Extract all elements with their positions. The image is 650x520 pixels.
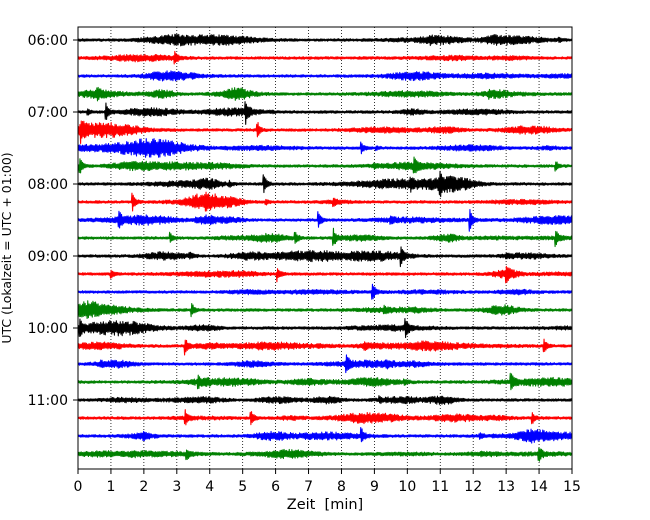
x-tick-label: 5 (238, 479, 247, 495)
y-tick-label: 08:00 (28, 177, 68, 193)
trace-line (77, 283, 573, 300)
trace-line (77, 33, 573, 47)
x-tick-label: 13 (497, 479, 515, 495)
y-tick-label: 11:00 (28, 393, 68, 409)
trace-line (77, 191, 573, 212)
y-axis-ticks: 06:00 07:00 08:00 09:00 10:00 11:00 (28, 33, 78, 409)
x-tick-label: 7 (304, 479, 313, 495)
trace-line (77, 395, 573, 405)
trace-line (77, 138, 573, 158)
trace-series (77, 33, 573, 462)
y-tick-label: 10:00 (28, 321, 68, 337)
trace-line (77, 246, 573, 268)
x-tick-label: 8 (337, 479, 346, 495)
x-tick-label: 9 (370, 479, 379, 495)
trace-line (77, 300, 573, 319)
x-tick-label: 15 (563, 479, 581, 495)
trace-line (77, 170, 573, 198)
x-tick-label: 11 (431, 479, 449, 495)
trace-line (77, 338, 573, 356)
trace-line (77, 409, 573, 426)
y-tick-label: 06:00 (28, 33, 68, 49)
x-tick-label: 14 (530, 479, 548, 495)
x-tick-label: 1 (106, 479, 115, 495)
y-axis-label: UTC (Lokalzeit = UTC + 01:00) (0, 152, 14, 343)
x-tick-label: 12 (464, 479, 482, 495)
x-tick-label: 3 (172, 479, 181, 495)
x-tick-label: 2 (139, 479, 148, 495)
trace-line (77, 86, 573, 102)
trace-line (77, 227, 573, 248)
y-tick-label: 07:00 (28, 105, 68, 121)
trace-line (77, 354, 573, 374)
x-axis-ticks: 0 1 2 3 4 5 6 7 8 9 10 11 12 13 14 15 (74, 469, 581, 495)
trace-line (77, 372, 573, 391)
plot-area (78, 27, 572, 469)
trace-line (77, 427, 573, 444)
trace-line (77, 101, 573, 125)
trace-line (77, 265, 573, 284)
y-tick-label: 09:00 (28, 249, 68, 265)
trace-line (77, 156, 573, 174)
trace-line (77, 70, 573, 82)
trace-line (77, 120, 573, 145)
trace-line (77, 317, 573, 339)
trace-line (77, 208, 573, 232)
trace-line (77, 447, 573, 462)
x-tick-label: 6 (271, 479, 280, 495)
x-tick-label: 4 (205, 479, 214, 495)
x-tick-label: 0 (74, 479, 83, 495)
plot-frame (77, 26, 573, 470)
x-tick-label: 10 (398, 479, 416, 495)
trace-line (77, 50, 573, 65)
x-axis-label: Zeit [min] (287, 497, 363, 513)
